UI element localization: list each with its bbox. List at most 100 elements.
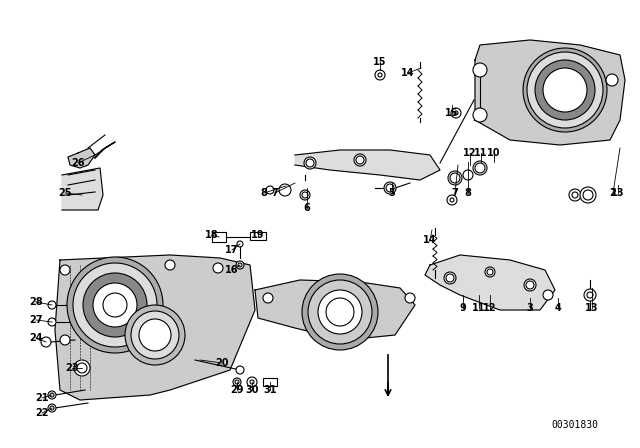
Circle shape bbox=[384, 182, 396, 194]
Circle shape bbox=[326, 298, 354, 326]
Circle shape bbox=[50, 406, 54, 410]
Text: 9: 9 bbox=[460, 303, 467, 313]
Circle shape bbox=[463, 170, 473, 180]
Text: 6: 6 bbox=[303, 203, 310, 213]
Circle shape bbox=[60, 265, 70, 275]
Circle shape bbox=[527, 52, 603, 128]
Circle shape bbox=[450, 173, 460, 183]
Circle shape bbox=[405, 293, 415, 303]
Text: 11: 11 bbox=[474, 148, 488, 158]
Bar bbox=[250, 232, 266, 240]
Circle shape bbox=[48, 301, 56, 309]
Circle shape bbox=[375, 70, 385, 80]
Text: 12: 12 bbox=[483, 303, 497, 313]
Circle shape bbox=[165, 260, 175, 270]
Circle shape bbox=[300, 190, 310, 200]
Circle shape bbox=[451, 108, 461, 118]
Text: 00301830: 00301830 bbox=[552, 420, 598, 430]
Circle shape bbox=[279, 184, 291, 196]
Text: 7: 7 bbox=[271, 188, 278, 198]
Text: 29: 29 bbox=[230, 385, 244, 395]
Text: 24: 24 bbox=[29, 333, 43, 343]
Text: 12: 12 bbox=[463, 148, 477, 158]
Circle shape bbox=[74, 360, 90, 376]
Circle shape bbox=[354, 154, 366, 166]
Circle shape bbox=[356, 156, 364, 164]
Text: 8: 8 bbox=[465, 188, 472, 198]
Text: 15: 15 bbox=[373, 57, 387, 67]
Text: 30: 30 bbox=[245, 385, 259, 395]
Circle shape bbox=[131, 311, 179, 359]
Text: 21: 21 bbox=[35, 393, 49, 403]
Polygon shape bbox=[95, 142, 115, 158]
Circle shape bbox=[247, 377, 257, 387]
Circle shape bbox=[48, 404, 56, 412]
Polygon shape bbox=[55, 255, 255, 400]
Text: 15: 15 bbox=[445, 108, 459, 118]
Circle shape bbox=[587, 292, 593, 298]
Text: 27: 27 bbox=[29, 315, 43, 325]
Circle shape bbox=[67, 257, 163, 353]
Text: 26: 26 bbox=[71, 158, 84, 168]
Text: 13: 13 bbox=[611, 188, 625, 198]
Circle shape bbox=[237, 241, 243, 247]
Circle shape bbox=[302, 274, 378, 350]
Text: 14: 14 bbox=[423, 235, 436, 245]
Circle shape bbox=[48, 391, 56, 399]
Circle shape bbox=[475, 163, 485, 173]
Text: 3: 3 bbox=[527, 303, 533, 313]
Circle shape bbox=[473, 108, 487, 122]
Text: 5: 5 bbox=[388, 188, 396, 198]
Circle shape bbox=[523, 48, 607, 132]
Circle shape bbox=[235, 380, 239, 384]
Circle shape bbox=[572, 192, 578, 198]
Circle shape bbox=[448, 171, 462, 185]
Text: 11: 11 bbox=[472, 303, 486, 313]
Circle shape bbox=[308, 280, 372, 344]
Circle shape bbox=[263, 293, 273, 303]
Circle shape bbox=[236, 261, 244, 269]
Circle shape bbox=[446, 274, 454, 282]
Text: 8: 8 bbox=[260, 188, 268, 198]
Text: 10: 10 bbox=[487, 148, 500, 158]
Circle shape bbox=[318, 290, 362, 334]
Text: 16: 16 bbox=[225, 265, 239, 275]
Circle shape bbox=[473, 161, 487, 175]
Circle shape bbox=[584, 289, 596, 301]
Text: 23: 23 bbox=[65, 363, 79, 373]
Circle shape bbox=[77, 363, 87, 373]
Circle shape bbox=[606, 74, 618, 86]
Text: 13: 13 bbox=[585, 303, 599, 313]
Circle shape bbox=[73, 263, 157, 347]
Circle shape bbox=[103, 293, 127, 317]
Text: 18: 18 bbox=[205, 230, 219, 240]
Text: 31: 31 bbox=[263, 385, 276, 395]
Circle shape bbox=[524, 279, 536, 291]
Circle shape bbox=[473, 63, 487, 77]
Text: 22: 22 bbox=[35, 408, 49, 418]
Circle shape bbox=[485, 267, 495, 277]
Text: 20: 20 bbox=[215, 358, 228, 368]
Circle shape bbox=[580, 187, 596, 203]
Circle shape bbox=[125, 305, 185, 365]
Text: 19: 19 bbox=[252, 230, 265, 240]
Text: 2: 2 bbox=[610, 188, 616, 198]
Circle shape bbox=[48, 318, 56, 326]
Circle shape bbox=[50, 393, 54, 397]
Circle shape bbox=[233, 378, 241, 386]
Circle shape bbox=[450, 198, 454, 202]
Circle shape bbox=[543, 290, 553, 300]
Circle shape bbox=[487, 269, 493, 275]
Polygon shape bbox=[255, 280, 415, 340]
Circle shape bbox=[302, 192, 308, 198]
Polygon shape bbox=[62, 168, 103, 210]
Circle shape bbox=[583, 190, 593, 200]
Circle shape bbox=[306, 159, 314, 167]
Circle shape bbox=[41, 337, 51, 347]
Circle shape bbox=[250, 380, 254, 384]
Circle shape bbox=[60, 335, 70, 345]
Text: 14: 14 bbox=[401, 68, 415, 78]
Circle shape bbox=[378, 73, 382, 77]
Circle shape bbox=[526, 281, 534, 289]
Polygon shape bbox=[425, 255, 555, 310]
